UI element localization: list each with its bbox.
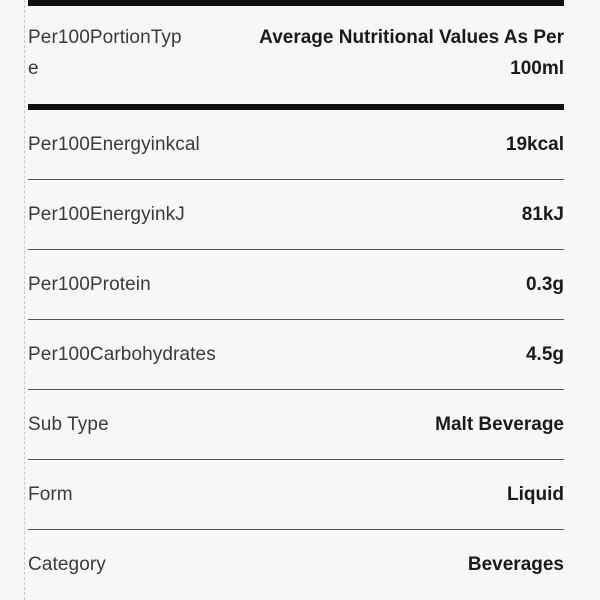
table-row-category: Category Beverages [28,530,564,599]
row-label: Form [28,483,73,505]
table-row-carbohydrates: Per100Carbohydrates 4.5g [28,320,564,389]
table-row-form: Form Liquid [28,460,564,529]
row-divider [28,319,564,320]
row-value: Liquid [507,483,564,505]
row-value: 0.3g [525,273,564,295]
header-value: Average Nutritional Values As Per 100ml [259,27,564,79]
row-value: Beverages [467,553,564,575]
row-divider [28,459,564,460]
top-thick-rule [28,0,564,6]
row-label: Per100EnergyinkJ [28,203,185,225]
row-value: 19kcal [505,133,564,155]
row-label: Per100Protein [28,273,151,295]
row-label: Sub Type [28,413,109,435]
row-value: 81kJ [521,203,564,225]
row-label: Per100Carbohydrates [28,343,216,365]
row-value: 4.5g [525,343,564,365]
row-value: Malt Beverage [435,413,564,435]
nutrition-table: Per100PortionType Average Nutritional Va… [28,0,564,599]
dashed-border [24,0,25,600]
header-label: Per100PortionType [28,27,182,79]
row-label: Per100Energyinkcal [28,133,200,155]
row-divider [28,179,564,180]
table-row-energy-kj: Per100EnergyinkJ 81kJ [28,180,564,249]
row-divider [28,389,564,390]
row-label: Category [28,553,106,575]
header-thick-rule [28,104,564,110]
table-row-sub-type: Sub Type Malt Beverage [28,390,564,459]
table-header-row: Per100PortionType Average Nutritional Va… [28,6,564,104]
table-row-protein: Per100Protein 0.3g [28,250,564,319]
row-divider [28,529,564,530]
row-divider [28,249,564,250]
table-row-energy-kcal: Per100Energyinkcal 19kcal [28,110,564,179]
